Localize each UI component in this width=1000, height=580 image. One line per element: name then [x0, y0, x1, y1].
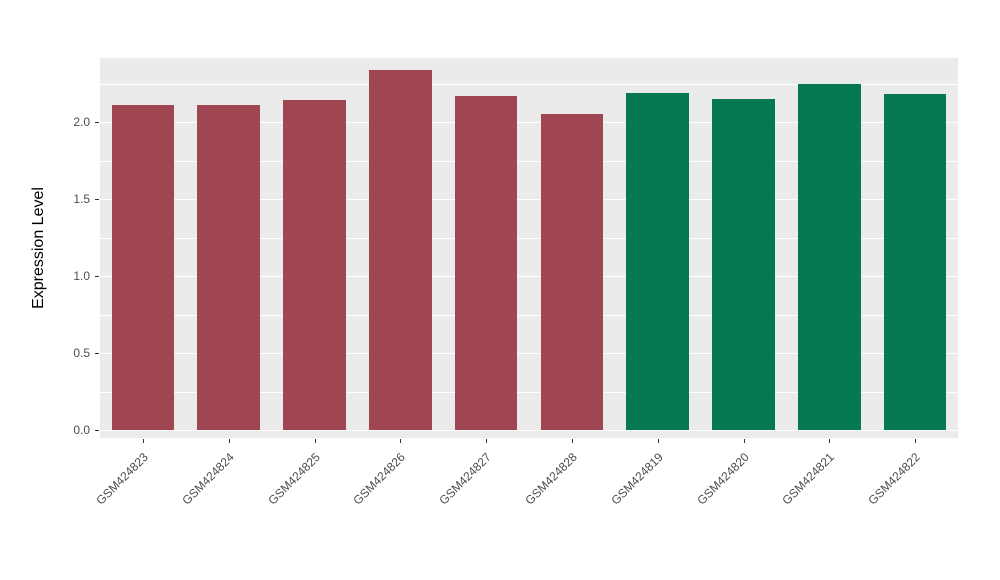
x-tick-mark — [829, 439, 831, 443]
x-tick-mark — [228, 439, 230, 443]
bar-GSM424824 — [197, 105, 260, 430]
x-tick-mark — [486, 439, 488, 443]
y-tick-mark — [95, 122, 99, 123]
y-tick-label: 0.0 — [73, 423, 90, 437]
x-tick-mark — [571, 439, 573, 443]
bar-GSM424828 — [540, 114, 604, 430]
gridline-minor — [100, 237, 958, 239]
x-tick-mark — [314, 439, 316, 443]
bar-GSM424822 — [883, 94, 947, 430]
gridline-major — [100, 199, 958, 201]
bar-GSM424825 — [283, 100, 346, 430]
y-tick-label: 0.5 — [73, 346, 90, 360]
gridline-major — [100, 122, 958, 124]
bar-GSM424820 — [712, 98, 775, 430]
bar-GSM424819 — [626, 92, 689, 430]
y-tick-mark — [95, 430, 99, 431]
gridline-minor — [100, 83, 958, 85]
y-tick-mark — [95, 353, 99, 354]
bar-GSM424827 — [454, 95, 518, 430]
x-tick-mark — [743, 439, 745, 443]
y-tick-mark — [95, 199, 99, 200]
x-tick-mark — [657, 439, 659, 443]
bar-GSM424826 — [368, 69, 432, 430]
bar-GSM424823 — [111, 105, 175, 430]
x-tick-mark — [915, 439, 917, 443]
gridline-minor — [100, 391, 958, 393]
y-tick-label: 1.5 — [73, 192, 90, 206]
plot-panel — [100, 58, 958, 438]
gridline-major — [100, 430, 958, 432]
x-tick-mark — [400, 439, 402, 443]
gridline-major — [100, 276, 958, 278]
y-tick-mark — [95, 276, 99, 277]
y-axis-title-text: Expression Level — [30, 187, 47, 309]
gridline-major — [100, 353, 958, 355]
gridline-minor — [100, 160, 958, 162]
bar-GSM424821 — [797, 83, 861, 430]
x-tick-mark — [142, 439, 144, 443]
y-tick-label: 2.0 — [73, 115, 90, 129]
gridline-minor — [100, 314, 958, 316]
y-tick-label: 1.0 — [73, 269, 90, 283]
